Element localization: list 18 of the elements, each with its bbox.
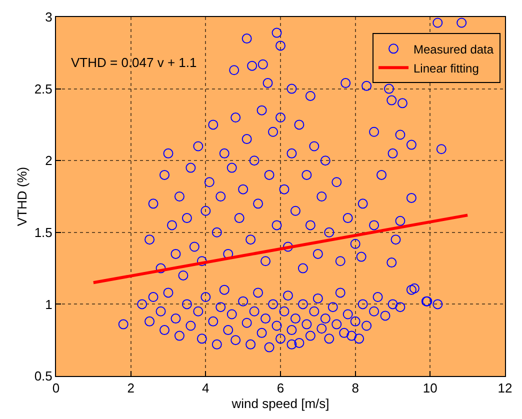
x-tick-label: 12 bbox=[498, 380, 512, 396]
y-axis-title: VTHD (%) bbox=[14, 166, 30, 226]
y-tick-label: 1 bbox=[45, 296, 52, 312]
y-tick-label: 2.5 bbox=[34, 81, 52, 96]
legend-label: Measured data bbox=[414, 42, 494, 56]
x-tick-label: 4 bbox=[202, 380, 210, 396]
legend-label: Linear fitting bbox=[414, 61, 479, 76]
y-tick-label: 0.5 bbox=[34, 368, 52, 384]
y-tick-label: 3 bbox=[45, 10, 52, 25]
x-axis-title: wind speed [m/s] bbox=[230, 396, 330, 412]
y-tick-label: 2 bbox=[45, 153, 52, 168]
annotation: VTHD = 0.047 v + 1.1 bbox=[71, 55, 197, 70]
x-tick-label: 6 bbox=[276, 380, 284, 396]
x-tick-label: 0 bbox=[52, 380, 60, 396]
x-tick-label: 8 bbox=[352, 380, 359, 396]
x-tick-label: 10 bbox=[422, 380, 438, 396]
y-tick-label: 1.5 bbox=[34, 224, 52, 240]
x-tick-label: 2 bbox=[127, 380, 134, 396]
